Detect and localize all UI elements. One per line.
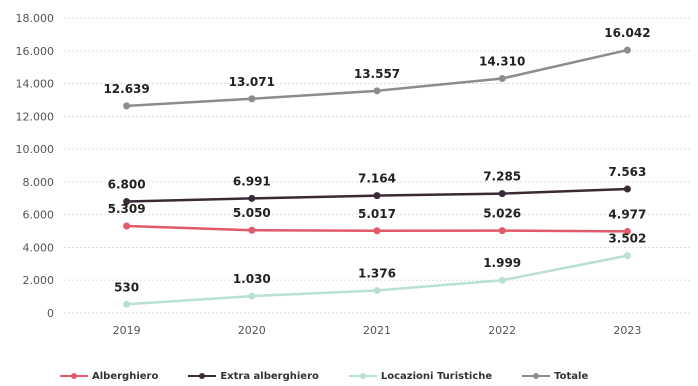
data-label: 1.999: [483, 256, 521, 270]
y-tick-label: 18.000: [16, 12, 55, 25]
y-tick-label: 14.000: [16, 78, 55, 91]
data-point: [623, 252, 631, 260]
legend-item: Alberghiero: [60, 371, 158, 382]
data-point: [123, 102, 131, 110]
legend-item: Locazioni Turistiche: [348, 370, 493, 382]
data-label: 5.309: [108, 202, 146, 216]
y-tick-label: 12.000: [16, 110, 55, 123]
y-tick-label: 16.000: [16, 45, 55, 58]
data-label: 7.164: [358, 172, 396, 186]
y-tick-label: 4.000: [23, 241, 55, 254]
data-labels: 5.309 5.050 5.017 5.026 4.977 6.800 6.991 7.164…: [103, 26, 650, 294]
data-label: 7.285: [483, 170, 521, 184]
data-label: 530: [114, 280, 139, 294]
data-point: [123, 300, 131, 308]
data-point: [123, 198, 131, 206]
legend-swatch: [522, 371, 551, 381]
data-label: 12.639: [103, 82, 149, 96]
data-label: 3.502: [608, 232, 646, 246]
legend-swatch: [60, 371, 88, 381]
x-tick-label: 2020: [238, 324, 266, 337]
x-tick-label: 2022: [488, 324, 516, 337]
data-point: [623, 46, 631, 54]
data-label: 6.800: [108, 178, 146, 192]
legend-item: Totale: [522, 371, 588, 382]
data-point: [373, 192, 381, 200]
data-point: [248, 194, 256, 202]
legend-label: Locazioni Turistiche: [380, 370, 493, 382]
data-label: 16.042: [604, 26, 650, 40]
data-label: 5.017: [358, 207, 396, 221]
data-point: [498, 276, 506, 284]
legend-label: Alberghiero: [92, 370, 159, 382]
y-tick-label: 6.000: [23, 209, 55, 222]
data-label: 1.030: [233, 272, 271, 286]
data-point: [123, 222, 131, 230]
legend-label: Totale: [554, 370, 589, 382]
x-tick-label: 2021: [363, 324, 391, 337]
data-label: 7.563: [608, 165, 646, 179]
data-label: 14.310: [479, 54, 525, 68]
data-point: [248, 226, 256, 234]
data-label: 1.376: [358, 266, 396, 280]
x-axis-ticks: 2019 2020 2021 2022 2023: [113, 324, 642, 337]
data-point: [373, 286, 381, 294]
legend-swatch: [188, 371, 217, 381]
data-label: 13.557: [354, 67, 400, 81]
data-point: [498, 190, 506, 198]
legend: Alberghiero Extra alberghiero Locazioni Tu…: [60, 368, 660, 384]
data-point: [248, 292, 256, 300]
data-label: 6.991: [233, 174, 271, 188]
x-tick-label: 2019: [113, 324, 141, 337]
data-label: 5.026: [483, 207, 521, 221]
y-tick-label: 10.000: [16, 143, 55, 156]
y-axis-ticks: 0 2.000 4.000 6.000 8.000 10.000 12.000 14.000 1…: [16, 12, 55, 320]
y-tick-label: 2.000: [23, 274, 55, 287]
data-point: [498, 227, 506, 235]
data-point: [623, 227, 631, 235]
data-point: [498, 74, 506, 82]
gridlines: [64, 17, 690, 314]
data-point: [373, 87, 381, 95]
series-lines: [123, 46, 631, 308]
legend-item: Extra alberghiero: [188, 371, 319, 382]
data-label: 13.071: [229, 75, 275, 89]
legend-swatch: [348, 371, 377, 381]
legend-label: Extra alberghiero: [220, 370, 319, 382]
data-point: [373, 227, 381, 235]
y-tick-label: 8.000: [23, 176, 55, 189]
data-point: [623, 185, 631, 193]
y-tick-label: 0: [47, 307, 54, 320]
data-label: 4.977: [608, 207, 646, 221]
x-tick-label: 2023: [613, 324, 641, 337]
data-label: 5.050: [233, 206, 271, 220]
data-point: [248, 95, 256, 103]
